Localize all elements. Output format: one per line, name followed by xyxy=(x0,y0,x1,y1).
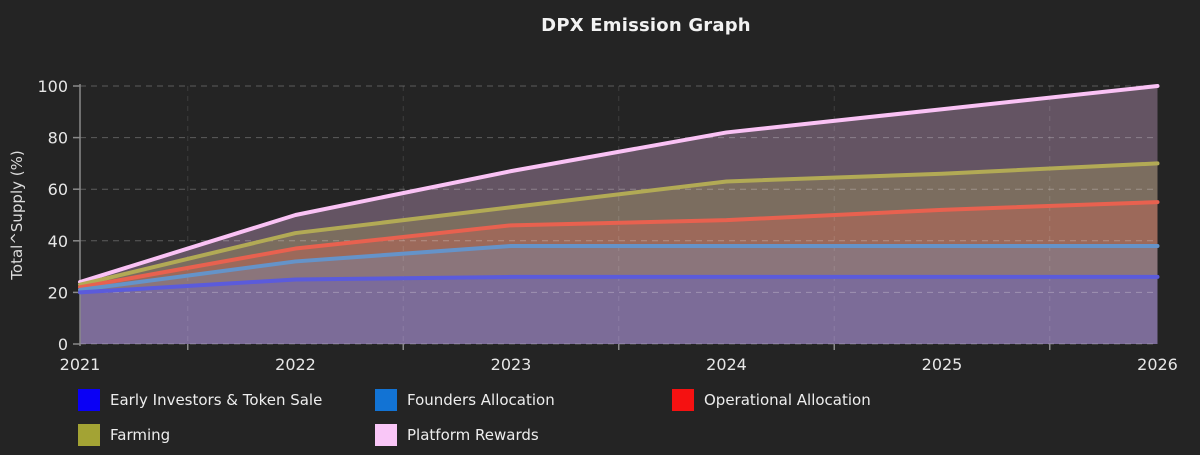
legend-item[interactable]: Operational Allocation xyxy=(672,389,1180,411)
legend-item[interactable]: Farming xyxy=(78,424,375,446)
x-tick-label: 2023 xyxy=(491,355,532,374)
area-fill xyxy=(80,163,1158,344)
legend-label: Operational Allocation xyxy=(704,391,871,409)
legend-label: Founders Allocation xyxy=(407,391,555,409)
legend-swatch-icon xyxy=(78,389,100,411)
chart-title: DPX Emission Graph xyxy=(541,15,751,36)
y-tick-label: 40 xyxy=(48,232,68,251)
legend-swatch-icon xyxy=(78,424,100,446)
x-tick-label: 2024 xyxy=(706,355,747,374)
legend-item[interactable]: Platform Rewards xyxy=(375,424,672,446)
area-fill xyxy=(80,276,1158,344)
legend-swatch-icon xyxy=(672,389,694,411)
series-line xyxy=(78,161,1160,287)
area-fill xyxy=(80,202,1158,344)
x-tick-label: 2025 xyxy=(922,355,963,374)
area-fill xyxy=(80,245,1158,344)
legend-item[interactable]: Founders Allocation xyxy=(375,389,672,411)
x-tick-label: 2021 xyxy=(60,355,101,374)
legend-label: Early Investors & Token Sale xyxy=(110,391,323,409)
y-tick-label: 80 xyxy=(48,129,68,148)
y-axis-title: Total^Supply (%) xyxy=(8,150,26,280)
x-tick-label: 2026 xyxy=(1137,355,1178,374)
legend-label: Platform Rewards xyxy=(407,426,539,444)
series-line xyxy=(78,84,1160,285)
y-tick-label: 20 xyxy=(48,283,68,302)
legend-swatch-icon xyxy=(375,424,397,446)
series-line xyxy=(78,200,1160,290)
series-line xyxy=(78,243,1160,292)
legend-label: Farming xyxy=(110,426,171,444)
y-tick-label: 60 xyxy=(48,180,68,199)
legend-item[interactable]: Early Investors & Token Sale xyxy=(78,389,375,411)
legend-swatch-icon xyxy=(375,389,397,411)
x-tick-label: 2022 xyxy=(275,355,316,374)
series-line xyxy=(78,274,1160,295)
y-tick-label: 100 xyxy=(37,77,68,96)
y-tick-label: 0 xyxy=(58,335,68,354)
chart-legend: Early Investors & Token Sale Founders All… xyxy=(78,389,1180,446)
